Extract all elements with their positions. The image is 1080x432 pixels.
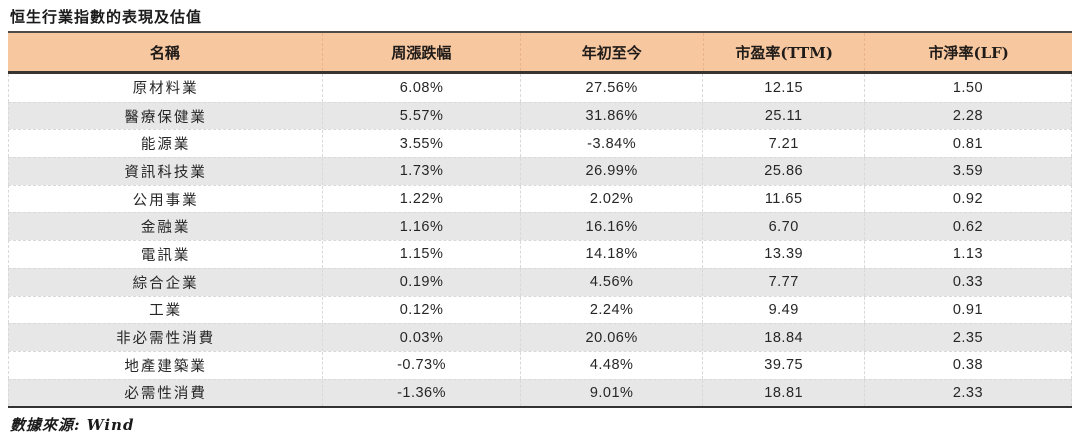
pe-ttm-cell: 13.39: [702, 241, 863, 268]
weekly-change-cell: 1.73%: [322, 158, 520, 185]
pe-ttm-cell: 11.65: [702, 185, 863, 213]
industry-name-cell: 公用事業: [132, 192, 199, 209]
pe-ttm-cell: 18.84: [702, 324, 863, 351]
column-header-pb-lf: 市淨率(LF): [864, 33, 1071, 71]
ytd-change-cell: -3.84%: [519, 130, 703, 158]
ytd-change-cell: 14.18%: [519, 241, 703, 268]
industry-name-cell: 電訊業: [140, 247, 191, 264]
pb-lf-cell: 2.28: [863, 102, 1071, 130]
table-row: 資訊科技業 1.73% 26.99% 25.86 3.59: [8, 157, 1072, 185]
industry-name-cell: 工業: [149, 303, 183, 320]
table-header-row: 名稱 周漲跌幅 年初至今 市盈率(TTM) 市淨率(LF): [8, 33, 1072, 74]
weekly-change-cell: 0.03%: [322, 324, 520, 351]
table-row: 工業 0.12% 2.24% 9.49 0.91: [8, 295, 1072, 324]
ytd-change-cell: 16.16%: [519, 213, 703, 241]
pb-lf-cell: 1.13: [863, 241, 1071, 268]
column-header-weekly: 周漲跌幅: [321, 33, 520, 71]
pe-ttm-cell: 7.21: [702, 130, 863, 158]
pe-ttm-cell: 25.86: [702, 158, 863, 185]
ytd-change-cell: 20.06%: [519, 324, 703, 351]
weekly-change-cell: 0.19%: [322, 268, 520, 296]
pb-lf-cell: 0.62: [863, 213, 1071, 241]
pe-ttm-cell: 18.81: [702, 379, 863, 407]
industry-name-cell: 綜合企業: [132, 275, 199, 292]
ytd-change-cell: 27.56%: [519, 74, 703, 102]
weekly-change-cell: 1.15%: [322, 241, 520, 268]
weekly-change-cell: 1.16%: [322, 213, 520, 241]
table-row: 地產建築業 -0.73% 4.48% 39.75 0.38: [8, 350, 1072, 379]
table-row: 金融業 1.16% 16.16% 6.70 0.62: [8, 212, 1072, 241]
weekly-change-cell: 5.57%: [322, 102, 520, 130]
weekly-change-cell: 3.55%: [322, 130, 520, 158]
ytd-change-cell: 4.56%: [519, 268, 703, 296]
weekly-change-cell: -1.36%: [322, 379, 520, 407]
industry-name-cell: 金融業: [140, 220, 191, 237]
table-row: 公用事業 1.22% 2.02% 11.65 0.92: [8, 184, 1072, 213]
weekly-change-cell: 0.12%: [322, 296, 520, 324]
industry-name-cell: 資訊科技業: [124, 164, 207, 181]
ytd-change-cell: 2.24%: [519, 296, 703, 324]
column-header-name: 名稱: [149, 43, 180, 62]
industry-name-cell: 地產建築業: [124, 358, 207, 375]
pb-lf-cell: 0.33: [863, 268, 1071, 296]
pe-ttm-cell: 39.75: [702, 351, 863, 379]
table-row: 電訊業 1.15% 14.18% 13.39 1.13: [8, 240, 1072, 268]
table-row: 醫療保健業 5.57% 31.86% 25.11 2.28: [8, 101, 1072, 130]
industry-index-table: 名稱 周漲跌幅 年初至今 市盈率(TTM) 市淨率(LF) 原材料業 6.08%…: [8, 31, 1072, 409]
pb-lf-cell: 1.50: [863, 74, 1071, 102]
industry-name-cell: 非必需性消費: [116, 331, 216, 348]
industry-name-cell: 原材料業: [132, 81, 199, 98]
page-title: 恒生行業指數的表現及估值: [10, 8, 203, 26]
pe-ttm-cell: 25.11: [702, 102, 863, 130]
table-row: 原材料業 6.08% 27.56% 12.15 1.50: [8, 74, 1072, 102]
weekly-change-cell: 6.08%: [322, 74, 520, 102]
table-row: 非必需性消費 0.03% 20.06% 18.84 2.35: [8, 323, 1072, 351]
pb-lf-cell: 0.38: [863, 351, 1071, 379]
pb-lf-cell: 0.92: [863, 185, 1071, 213]
industry-name-cell: 能源業: [140, 137, 191, 154]
data-source-note: 數據來源: Wind: [10, 416, 135, 432]
weekly-change-cell: -0.73%: [322, 351, 520, 379]
column-header-pe-ttm: 市盈率(TTM): [702, 33, 865, 71]
table-row: 能源業 3.55% -3.84% 7.21 0.81: [8, 129, 1072, 158]
ytd-change-cell: 26.99%: [519, 158, 703, 185]
ytd-change-cell: 9.01%: [519, 379, 703, 407]
industry-name-cell: 必需性消費: [124, 386, 207, 403]
table-row: 必需性消費 -1.36% 9.01% 18.81 2.33: [8, 378, 1072, 407]
pe-ttm-cell: 6.70: [702, 213, 863, 241]
pb-lf-cell: 2.35: [863, 324, 1071, 351]
ytd-change-cell: 4.48%: [519, 351, 703, 379]
pb-lf-cell: 3.59: [863, 158, 1071, 185]
weekly-change-cell: 1.22%: [322, 185, 520, 213]
pb-lf-cell: 0.91: [863, 296, 1071, 324]
pb-lf-cell: 0.81: [863, 130, 1071, 158]
ytd-change-cell: 2.02%: [519, 185, 703, 213]
column-header-ytd: 年初至今: [519, 33, 703, 71]
pe-ttm-cell: 9.49: [702, 296, 863, 324]
pe-ttm-cell: 7.77: [702, 268, 863, 296]
table-body: 原材料業 6.08% 27.56% 12.15 1.50 醫療保健業 5.57%…: [8, 74, 1072, 407]
pb-lf-cell: 2.33: [863, 379, 1071, 407]
table-row: 綜合企業 0.19% 4.56% 7.77 0.33: [8, 267, 1072, 296]
pe-ttm-cell: 12.15: [702, 74, 863, 102]
ytd-change-cell: 31.86%: [519, 102, 703, 130]
industry-name-cell: 醫療保健業: [124, 109, 207, 126]
